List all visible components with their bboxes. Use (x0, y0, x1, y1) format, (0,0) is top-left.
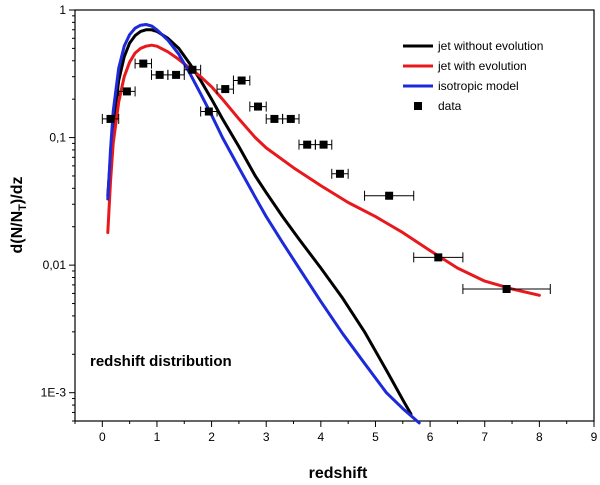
data-point-6 (204, 107, 213, 116)
x-tick-label-5: 5 (372, 430, 379, 444)
y-tick-label-3: 1 (59, 3, 66, 17)
x-tick-label-6: 6 (427, 430, 434, 444)
y-tick-label-0: 1E-3 (41, 386, 67, 400)
legend-label-jet-with-evolution: jet with evolution (437, 59, 527, 73)
axis-ticks: 0 1 2 3 4 5 6 7 8 9 1E-3 0,01 0,1 1 (41, 3, 598, 444)
data-point-8 (237, 76, 246, 85)
data-point-17 (502, 284, 511, 293)
data-point-5 (188, 65, 197, 74)
y-axis-title-main: d(N/N (9, 211, 26, 254)
data-point-3 (155, 70, 164, 79)
x-tick-label-0: 0 (99, 430, 106, 444)
legend-label-data: data (438, 99, 462, 113)
x-tick-label-2: 2 (208, 430, 215, 444)
data-point-10 (270, 114, 279, 123)
data-point-13 (319, 140, 328, 149)
data-point-9 (254, 102, 263, 111)
legend-label-isotropic-model: isotropic model (438, 79, 519, 93)
y-axis-title: d(N/NT)/dz (9, 177, 29, 254)
data-point-0 (106, 114, 115, 123)
x-tick-label-8: 8 (536, 430, 543, 444)
data-point-4 (172, 70, 181, 79)
data-point-7 (221, 85, 230, 94)
y-tick-label-1: 0,01 (43, 258, 67, 272)
data-point-1 (122, 87, 131, 96)
annotation-text: redshift distribution (90, 353, 232, 370)
legend: jet without evolution jet with evolution… (403, 39, 543, 113)
x-axis-title: redshift (309, 465, 368, 482)
y-axis-title-subscript: T (17, 204, 29, 211)
x-tick-label-3: 3 (263, 430, 270, 444)
legend-marker-data (414, 102, 422, 110)
data-point-14 (335, 169, 344, 178)
series-line-1 (106, 43, 541, 297)
x-tick-label-4: 4 (317, 430, 324, 444)
y-tick-label-2: 0,1 (49, 131, 66, 145)
plot-frame (74, 9, 595, 422)
data-point-15 (385, 191, 394, 200)
x-tick-label-9: 9 (591, 430, 598, 444)
data-point-11 (286, 114, 295, 123)
data-point-2 (139, 59, 148, 68)
x-tick-label-7: 7 (481, 430, 488, 444)
data-point-12 (303, 140, 312, 149)
y-axis-title-tail: )/dz (9, 177, 26, 205)
data-points (101, 58, 551, 294)
legend-label-jet-without-evolution: jet without evolution (437, 39, 543, 53)
series-line-2 (106, 23, 421, 425)
data-point-16 (434, 253, 443, 262)
x-tick-label-1: 1 (154, 430, 161, 444)
